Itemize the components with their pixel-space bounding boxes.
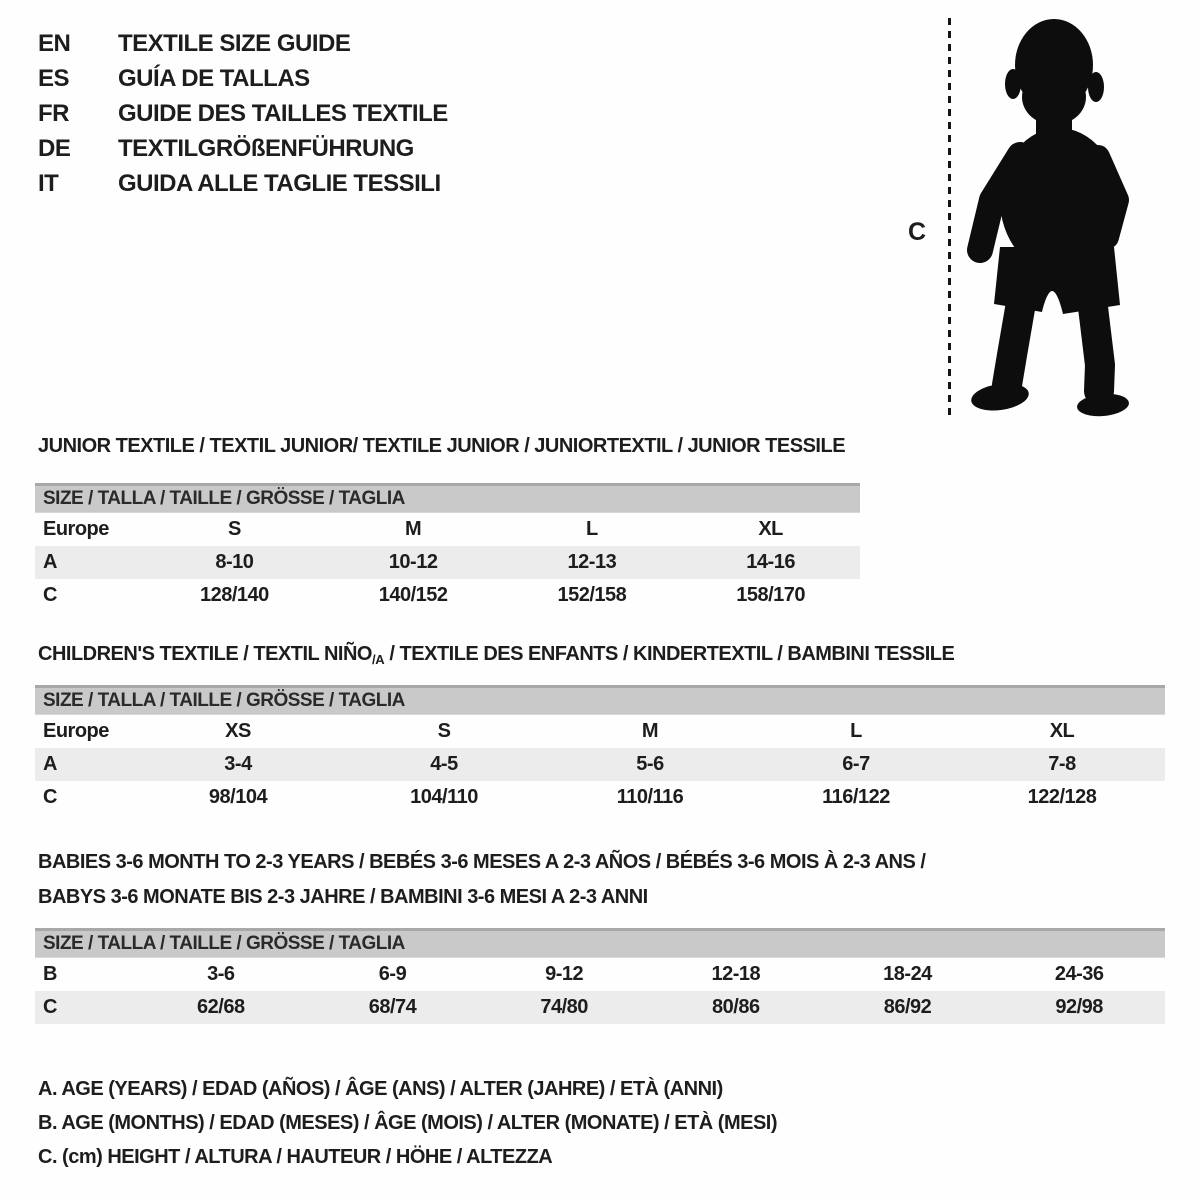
height-cell: 122/128 bbox=[1027, 786, 1097, 808]
junior-table: SIZE / TALLA / TAILLE / GRÖSSE / TAGLIA … bbox=[35, 483, 860, 612]
lang-row-de: DE TEXTILGRÖßENFÜHRUNG bbox=[38, 131, 448, 166]
legend-line-b: B. AGE (MONTHS) / EDAD (MESES) / ÂGE (MO… bbox=[38, 1112, 778, 1134]
age-cell: 3-4 bbox=[224, 753, 252, 775]
height-cell: 98/104 bbox=[208, 786, 268, 808]
height-cell: 86/92 bbox=[883, 996, 932, 1018]
row-label: Europe bbox=[43, 720, 109, 742]
size-header-bar: SIZE / TALLA / TAILLE / GRÖSSE / TAGLIA bbox=[35, 928, 1165, 958]
height-cell: 158/170 bbox=[736, 584, 806, 606]
size-cell: L bbox=[850, 720, 862, 742]
guide-title-es: GUÍA DE TALLAS bbox=[118, 65, 310, 92]
table-row: C 62/68 68/74 74/80 80/86 86/92 92/98 bbox=[35, 991, 1165, 1024]
row-label: Europe bbox=[43, 518, 109, 540]
table-row: Europe S M L XL bbox=[35, 513, 860, 546]
size-cell: XS bbox=[225, 720, 251, 742]
height-cell: 62/68 bbox=[197, 996, 245, 1018]
lang-code: FR bbox=[38, 100, 70, 127]
guide-title-de: TEXTILGRÖßENFÜHRUNG bbox=[118, 135, 414, 162]
junior-table-title: JUNIOR TEXTILE / TEXTIL JUNIOR/ TEXTILE … bbox=[38, 435, 846, 457]
age-cell: 6-9 bbox=[378, 963, 407, 985]
row-label: C bbox=[43, 786, 57, 808]
babies-table-title: BABIES 3-6 MONTH TO 2-3 YEARS / BEBÉS 3-… bbox=[38, 845, 926, 915]
row-label: B bbox=[43, 963, 57, 985]
size-header-bar: SIZE / TALLA / TAILLE / GRÖSSE / TAGLIA bbox=[35, 483, 860, 513]
table-row: Europe XS S M L XL bbox=[35, 715, 1165, 748]
age-cell: 14-16 bbox=[746, 551, 795, 573]
size-cell: M bbox=[405, 518, 422, 540]
children-title-suffix: / TEXTILE DES ENFANTS / KINDERTEXTIL / B… bbox=[384, 643, 955, 665]
height-measure-dashed-line bbox=[948, 18, 951, 416]
measure-legend: A. AGE (YEARS) / EDAD (AÑOS) / ÂGE (ANS)… bbox=[38, 1072, 778, 1174]
height-cell: 116/122 bbox=[822, 786, 890, 808]
babies-table: SIZE / TALLA / TAILLE / GRÖSSE / TAGLIA … bbox=[35, 928, 1165, 1024]
table-row: A 3-4 4-5 5-6 6-7 7-8 bbox=[35, 748, 1165, 781]
height-measure-label: C bbox=[908, 218, 926, 246]
age-cell: 7-8 bbox=[1048, 753, 1076, 775]
age-cell: 12-13 bbox=[567, 551, 617, 573]
toddler-silhouette bbox=[967, 19, 1129, 417]
lang-row-it: IT GUIDA ALLE TAGLIE TESSILI bbox=[38, 166, 448, 201]
row-label: C bbox=[43, 584, 57, 606]
lang-row-en: EN TEXTILE SIZE GUIDE bbox=[38, 26, 448, 61]
children-table: SIZE / TALLA / TAILLE / GRÖSSE / TAGLIA … bbox=[35, 685, 1165, 814]
lang-code: IT bbox=[38, 170, 59, 197]
children-table-title: CHILDREN'S TEXTILE / TEXTIL NIÑO/A / TEX… bbox=[38, 643, 955, 667]
age-cell: 3-6 bbox=[207, 963, 235, 985]
age-cell: 12-18 bbox=[711, 963, 761, 985]
age-cell: 4-5 bbox=[430, 753, 458, 775]
table-row: B 3-6 6-9 9-12 12-18 18-24 24-36 bbox=[35, 958, 1165, 991]
size-cell: L bbox=[586, 518, 598, 540]
age-cell: 6-7 bbox=[842, 753, 870, 775]
height-cell: 80/86 bbox=[712, 996, 760, 1018]
table-row: C 98/104 104/110 110/116 116/122 122/128 bbox=[35, 781, 1165, 814]
size-header-bar: SIZE / TALLA / TAILLE / GRÖSSE / TAGLIA bbox=[35, 685, 1165, 715]
language-title-list: EN TEXTILE SIZE GUIDE ES GUÍA DE TALLAS … bbox=[38, 26, 448, 201]
age-cell: 10-12 bbox=[388, 551, 438, 573]
height-cell: 92/98 bbox=[1055, 996, 1103, 1018]
age-cell: 24-36 bbox=[1054, 963, 1104, 985]
lang-code: EN bbox=[38, 30, 71, 57]
legend-line-a: A. AGE (YEARS) / EDAD (AÑOS) / ÂGE (ANS)… bbox=[38, 1078, 723, 1100]
lang-row-fr: FR GUIDE DES TAILLES TEXTILE bbox=[38, 96, 448, 131]
height-cell: 110/116 bbox=[616, 786, 684, 808]
lang-code: ES bbox=[38, 65, 70, 92]
babies-title-line1: BABIES 3-6 MONTH TO 2-3 YEARS / BEBÉS 3-… bbox=[38, 851, 926, 873]
row-label: A bbox=[43, 551, 57, 573]
size-cell: S bbox=[227, 518, 241, 540]
table-row: A 8-10 10-12 12-13 14-16 bbox=[35, 546, 860, 579]
legend-line-c: C. (cm) HEIGHT / ALTURA / HAUTEUR / HÖHE… bbox=[38, 1146, 553, 1168]
lang-code: DE bbox=[38, 135, 71, 162]
height-cell: 152/158 bbox=[557, 584, 627, 606]
row-label: C bbox=[43, 996, 57, 1018]
children-title-prefix: CHILDREN'S TEXTILE / TEXTIL NIÑO bbox=[38, 643, 372, 665]
height-cell: 74/80 bbox=[540, 996, 588, 1018]
children-title-subscript: /A bbox=[371, 652, 385, 667]
guide-title-fr: GUIDE DES TAILLES TEXTILE bbox=[118, 100, 448, 127]
height-cell: 104/110 bbox=[410, 786, 478, 808]
row-label: A bbox=[43, 753, 57, 775]
size-cell: XL bbox=[758, 518, 783, 540]
height-cell: 68/74 bbox=[368, 996, 417, 1018]
size-cell: S bbox=[437, 720, 451, 742]
size-cell: XL bbox=[1049, 720, 1075, 742]
height-cell: 140/152 bbox=[378, 584, 448, 606]
lang-row-es: ES GUÍA DE TALLAS bbox=[38, 61, 448, 96]
age-cell: 5-6 bbox=[636, 753, 664, 775]
babies-title-line2: BABYS 3-6 MONATE BIS 2-3 JAHRE / BAMBINI… bbox=[38, 886, 648, 908]
guide-title-en: TEXTILE SIZE GUIDE bbox=[118, 30, 351, 57]
table-row: C 128/140 140/152 152/158 158/170 bbox=[35, 579, 860, 612]
age-cell: 8-10 bbox=[215, 551, 254, 573]
guide-title-it: GUIDA ALLE TAGLIE TESSILI bbox=[118, 170, 441, 197]
size-cell: M bbox=[641, 720, 659, 742]
age-cell: 18-24 bbox=[883, 963, 932, 985]
height-cell: 128/140 bbox=[199, 584, 269, 606]
age-cell: 9-12 bbox=[545, 963, 584, 985]
